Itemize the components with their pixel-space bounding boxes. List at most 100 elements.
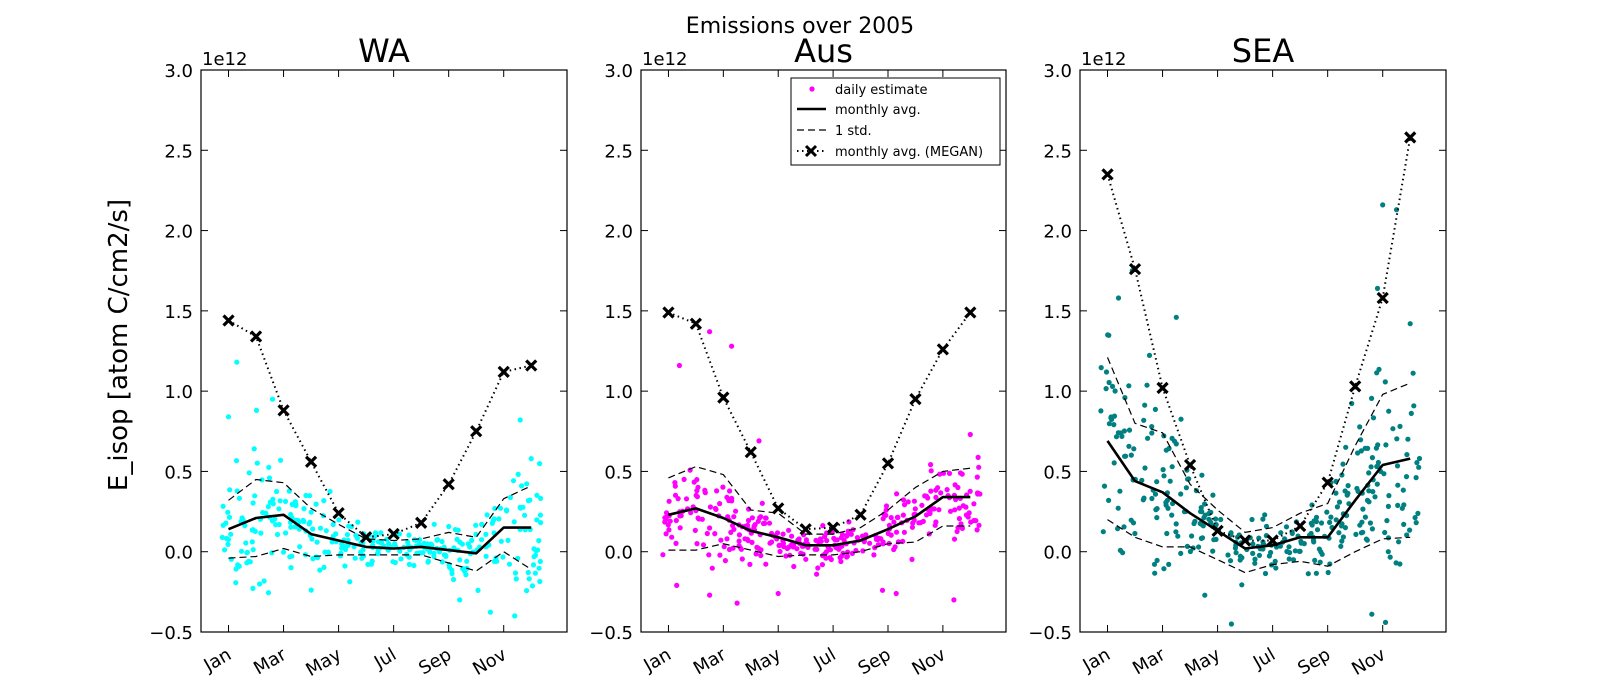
x-tick-label: Mar <box>1129 644 1169 679</box>
daily-point <box>717 501 723 507</box>
daily-point <box>1411 403 1417 409</box>
daily-estimate-points-wa <box>219 359 544 619</box>
daily-point <box>532 570 539 576</box>
daily-point <box>1272 558 1278 565</box>
daily-point <box>1387 554 1393 560</box>
daily-point <box>1149 495 1155 502</box>
daily-point <box>963 504 969 510</box>
daily-point <box>276 506 282 512</box>
daily-point <box>1178 491 1184 497</box>
daily-point <box>342 546 348 552</box>
daily-point <box>823 555 829 561</box>
daily-point <box>1166 561 1172 568</box>
daily-point <box>1132 530 1138 537</box>
daily-point <box>820 523 826 529</box>
x-tick-label: Jan <box>1079 644 1114 677</box>
daily-point <box>1237 553 1243 559</box>
daily-point <box>342 563 348 569</box>
daily-point <box>1262 512 1268 518</box>
daily-point <box>967 488 973 494</box>
daily-point <box>1263 523 1270 529</box>
daily-point <box>789 533 795 539</box>
x-tick-label: Mar <box>690 644 730 679</box>
daily-point <box>483 553 489 559</box>
daily-point <box>724 494 730 500</box>
daily-point <box>1106 332 1112 338</box>
daily-point <box>1117 488 1123 494</box>
daily-point <box>1196 544 1202 550</box>
daily-point <box>310 526 316 532</box>
daily-point <box>1173 441 1179 447</box>
legend-label-daily: daily estimate <box>835 83 927 98</box>
daily-point <box>1164 530 1170 537</box>
daily-point <box>431 521 437 527</box>
daily-point <box>909 556 915 563</box>
megan-marker <box>1294 519 1307 533</box>
daily-point <box>1210 492 1216 498</box>
legend-item-monthly: monthly avg. <box>797 103 921 118</box>
daily-point <box>1416 464 1422 470</box>
daily-point <box>225 414 232 420</box>
daily-point <box>479 537 485 543</box>
daily-point <box>225 509 231 515</box>
daily-point <box>278 457 284 463</box>
daily-point <box>893 590 899 597</box>
daily-point <box>1385 549 1391 555</box>
daily-point <box>691 479 697 485</box>
daily-point <box>1284 548 1290 555</box>
daily-point <box>927 509 933 515</box>
daily-point <box>491 558 498 565</box>
daily-point <box>1407 527 1413 533</box>
daily-point <box>783 553 789 559</box>
daily-point <box>838 558 844 565</box>
daily-point <box>938 490 944 496</box>
daily-point <box>777 548 783 555</box>
daily-point <box>1313 514 1320 521</box>
daily-point <box>226 514 233 520</box>
daily-point <box>225 541 231 548</box>
y-tick-label: 0.0 <box>164 543 193 564</box>
daily-point <box>1260 516 1266 522</box>
y-tick-label: 1.5 <box>604 302 633 323</box>
daily-point <box>512 570 519 576</box>
daily-point <box>1237 557 1243 563</box>
daily-point <box>306 521 312 527</box>
daily-point <box>504 508 510 514</box>
daily-point <box>1309 522 1315 528</box>
daily-point <box>958 521 964 527</box>
daily-point <box>729 498 735 504</box>
daily-point <box>758 514 764 520</box>
daily-point <box>1249 516 1255 523</box>
daily-point <box>1401 521 1407 528</box>
daily-point <box>1163 447 1169 453</box>
axes-frame-aus <box>640 69 1007 633</box>
daily-point <box>1336 499 1343 505</box>
daily-point <box>1106 497 1112 503</box>
daily-point <box>513 576 519 582</box>
legend-label-std: 1 std. <box>835 124 872 139</box>
daily-point <box>1343 444 1349 450</box>
daily-point <box>233 458 240 464</box>
daily-point <box>706 552 712 558</box>
daily-point <box>736 532 743 538</box>
daily-point <box>928 488 934 494</box>
daily-point <box>956 505 962 511</box>
daily-point <box>1098 365 1104 371</box>
daily-point <box>1395 502 1401 508</box>
daily-point <box>975 491 981 497</box>
daily-point <box>1318 549 1324 555</box>
daily-point <box>457 557 463 563</box>
daily-point <box>1145 435 1151 441</box>
daily-point <box>1142 402 1148 408</box>
daily-point <box>753 551 759 557</box>
daily-point <box>287 554 293 560</box>
legend-frame <box>790 77 1001 166</box>
daily-point <box>749 515 756 521</box>
daily-point <box>946 470 953 476</box>
daily-point <box>787 543 794 549</box>
daily-point <box>1286 544 1292 550</box>
daily-point <box>739 556 745 562</box>
daily-point <box>1101 483 1108 489</box>
y-tick-label: 2.5 <box>1043 141 1072 162</box>
axes-frame-wa <box>200 69 568 633</box>
